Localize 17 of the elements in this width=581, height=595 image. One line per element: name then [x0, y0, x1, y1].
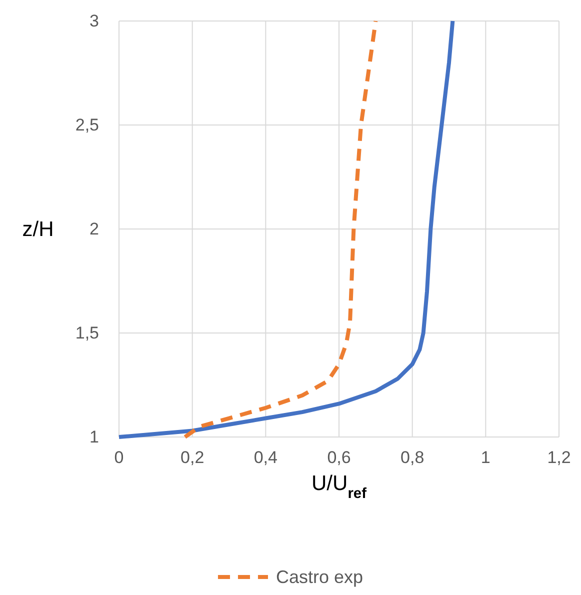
x-tick-label: 1,2 — [547, 448, 571, 468]
x-tick-label: 0,2 — [180, 448, 204, 468]
y-axis-title: z/H — [22, 218, 54, 241]
x-tick-label: 1 — [480, 448, 490, 468]
x-tick-label: 0 — [114, 448, 124, 468]
line-series — [117, 19, 455, 439]
x-axis-title: U/U$_{ref}$ — [312, 472, 367, 502]
x-tick-label: 0,8 — [400, 448, 424, 468]
x-tick-label: 0,4 — [254, 448, 278, 468]
y-tick-label: 1,5 — [75, 323, 99, 342]
y-tick-label: 2,5 — [75, 115, 99, 134]
y-tick-label: 3 — [90, 11, 99, 30]
y-tick-label: 1 — [90, 427, 99, 446]
x-tick-label: 0,6 — [327, 448, 351, 468]
y-tick-label: 2 — [90, 219, 99, 238]
line-series — [183, 19, 378, 439]
legend-label: Castro exp — [276, 567, 364, 587]
